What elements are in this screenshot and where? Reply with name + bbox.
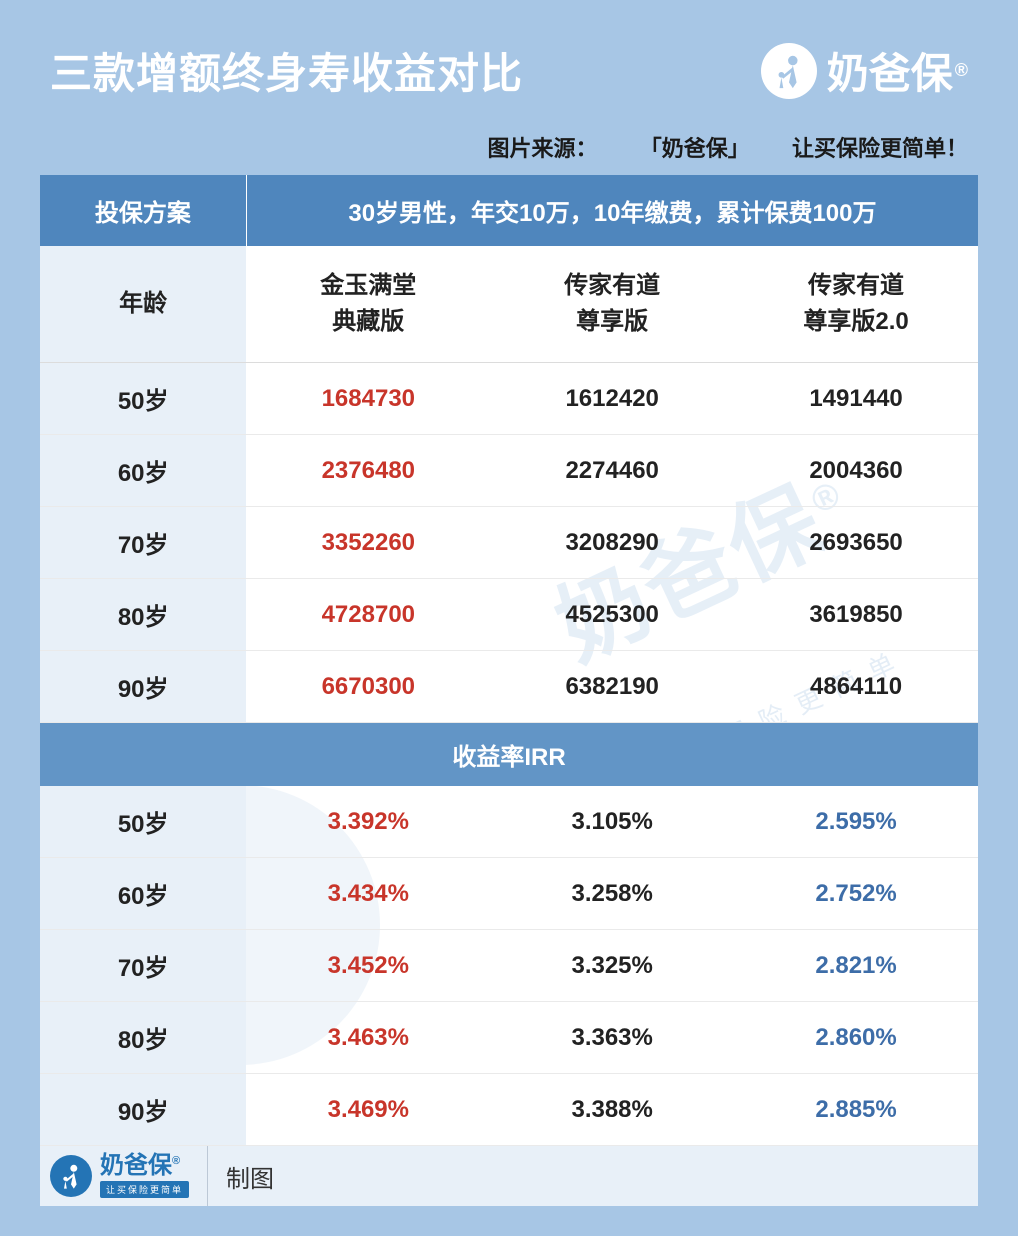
table-row: 90岁3.469%3.388%2.885% [40,1074,978,1146]
cell-product3: 2004360 [734,435,978,507]
cell-product1-irr: 3.392% [246,786,490,858]
person-icon [761,43,817,99]
cell-age: 60岁 [40,858,246,930]
column-header-row: 年龄 金玉满堂典藏版 传家有道尊享版 传家有道尊享版2.0 [40,246,978,363]
cell-product3-irr: 2.752% [734,858,978,930]
cell-age: 80岁 [40,579,246,651]
cell-product3-irr: 2.860% [734,1002,978,1074]
cell-product1: 4728700 [246,579,490,651]
cell-age: 70岁 [40,507,246,579]
cell-product2: 6382190 [490,651,734,723]
cell-product3: 1491440 [734,363,978,435]
cell-product3-irr: 2.821% [734,930,978,1002]
col-age-header: 年龄 [40,246,246,363]
cell-product2-irr: 3.105% [490,786,734,858]
cell-age: 50岁 [40,786,246,858]
registered-mark: ® [955,60,968,81]
table-row: 80岁472870045253003619850 [40,579,978,651]
cell-product1-irr: 3.469% [246,1074,490,1146]
footer-brand-sub: 让买保险更简单 [100,1181,189,1198]
table-row: 60岁3.434%3.258%2.752% [40,858,978,930]
page-header: 三款增额终身寿收益对比 奶爸保 ® [40,40,978,101]
col-product1-header: 金玉满堂典藏版 [246,246,490,363]
table-row: 60岁237648022744602004360 [40,435,978,507]
cell-product1: 6670300 [246,651,490,723]
plan-description: 30岁男性，年交10万，10年缴费，累计保费100万 [246,175,978,246]
comparison-table: 投保方案 30岁男性，年交10万，10年缴费，累计保费100万 年龄 金玉满堂典… [40,175,978,1146]
cell-age: 80岁 [40,1002,246,1074]
table-row: 50岁3.392%3.105%2.595% [40,786,978,858]
brand-logo: 奶爸保 ® [761,40,968,101]
irr-label: 收益率IRR [40,723,978,787]
source-slogan: 让买保险更简单！ [792,136,968,161]
cell-age: 90岁 [40,651,246,723]
cell-product1: 1684730 [246,363,490,435]
table-row: 70岁335226032082902693650 [40,507,978,579]
cell-product3: 2693650 [734,507,978,579]
table-footer: 奶爸保® 让买保险更简单 制图 [40,1146,978,1206]
table-row: 50岁168473016124201491440 [40,363,978,435]
source-brand: 「奶爸保」 [640,136,750,161]
cell-age: 60岁 [40,435,246,507]
cell-product1-irr: 3.452% [246,930,490,1002]
cell-product1: 3352260 [246,507,490,579]
footer-credit: 制图 [208,1159,274,1194]
cell-product3: 4864110 [734,651,978,723]
brand-name: 奶爸保 [827,40,953,101]
cell-age: 90岁 [40,1074,246,1146]
cell-product1-irr: 3.463% [246,1002,490,1074]
cell-age: 70岁 [40,930,246,1002]
cell-product3-irr: 2.885% [734,1074,978,1146]
table-row: 80岁3.463%3.363%2.860% [40,1002,978,1074]
footer-logo: 奶爸保® 让买保险更简单 [40,1146,208,1206]
cell-product2: 4525300 [490,579,734,651]
cell-product1: 2376480 [246,435,490,507]
col-product3-header: 传家有道尊享版2.0 [734,246,978,363]
cell-product2-irr: 3.363% [490,1002,734,1074]
plan-label: 投保方案 [40,175,246,246]
cell-product2-irr: 3.258% [490,858,734,930]
footer-brand-name: 奶爸保® [100,1154,189,1178]
cell-product2: 2274460 [490,435,734,507]
cell-product2-irr: 3.388% [490,1074,734,1146]
cell-age: 50岁 [40,363,246,435]
person-icon [50,1155,92,1197]
table-row: 70岁3.452%3.325%2.821% [40,930,978,1002]
cell-product2: 1612420 [490,363,734,435]
plan-row: 投保方案 30岁男性，年交10万，10年缴费，累计保费100万 [40,175,978,246]
cell-product3: 3619850 [734,579,978,651]
source-prefix: 图片来源： [487,136,597,161]
cell-product2: 3208290 [490,507,734,579]
cell-product3-irr: 2.595% [734,786,978,858]
cell-product2-irr: 3.325% [490,930,734,1002]
table-row: 90岁667030063821904864110 [40,651,978,723]
comparison-table-container: 奶爸保® 让买保险更简单 投保方案 30岁男性，年交10万，10年缴费，累计保费… [40,175,978,1206]
page-title: 三款增额终身寿收益对比 [50,40,523,101]
cell-product1-irr: 3.434% [246,858,490,930]
source-attribution: 图片来源： 「奶爸保」 让买保险更简单！ [40,131,978,163]
col-product2-header: 传家有道尊享版 [490,246,734,363]
irr-section-header: 收益率IRR [40,723,978,787]
